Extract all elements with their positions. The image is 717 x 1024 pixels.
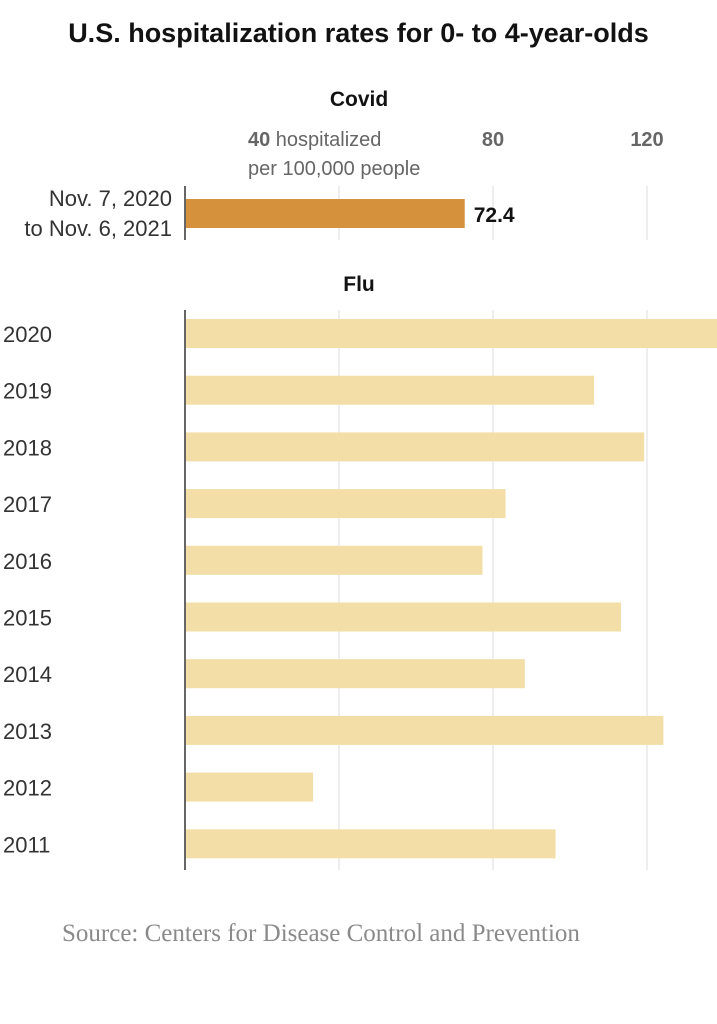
flu-bar: [186, 715, 664, 745]
flu-bar: [186, 432, 645, 462]
chart-canvas: Covid 40 hospitalized per 100,000 people 80…: [3, 88, 717, 870]
covid-category-label: to Nov. 6, 2021: [24, 216, 172, 241]
flu-category-label: 2018: [3, 435, 52, 460]
flu-category-label: 2012: [3, 776, 52, 801]
source-text: Source: Centers for Disease Control and …: [62, 920, 580, 947]
x-tick-label: 120: [630, 129, 663, 151]
x-tick-label: 80: [482, 129, 504, 151]
gridlines: [338, 186, 648, 870]
x-tick-unit: hospitalized: [270, 129, 381, 151]
covid-bar-data-label: 72.4: [474, 204, 515, 227]
flu-category-label: 2020: [3, 322, 52, 347]
covid-panel-title: Covid: [330, 88, 388, 111]
flu-category-label: 2017: [3, 492, 52, 517]
flu-bar: [186, 659, 525, 689]
flu-bar: [186, 489, 506, 519]
flu-bar: [186, 319, 717, 348]
flu-category-label: 2011: [3, 832, 50, 857]
flu-bar: [186, 375, 595, 405]
covid-bar: [186, 199, 465, 228]
covid-category-label: Nov. 7, 2020: [49, 186, 172, 211]
flu-category-label: 2013: [3, 719, 52, 744]
covid-chart: Covid 40 hospitalized per 100,000 people 80…: [24, 88, 663, 241]
source-note: Source: Centers for Disease Control and …: [46, 914, 606, 954]
flu-bar: [186, 545, 483, 575]
flu-category-label: 2014: [3, 662, 52, 687]
flu-category-label: 2016: [3, 549, 52, 574]
flu-bar: [186, 602, 622, 632]
x-tick-unit-line2: per 100,000 people: [248, 158, 420, 180]
chart-title: U.S. hospitalization rates for 0- to 4-y…: [68, 18, 649, 48]
flu-category-label: 2015: [3, 606, 52, 631]
flu-bar: [186, 829, 556, 859]
flu-bar: [186, 772, 314, 802]
flu-category-label: 2019: [3, 379, 52, 404]
x-tick-label: 40 hospitalized: [248, 129, 381, 151]
flu-chart: Flu 2020 2019 2018 2017 2016 2015 2014 2013 2012 2…: [3, 273, 717, 870]
flu-panel-title: Flu: [343, 273, 375, 296]
x-tick-value: 40: [248, 129, 270, 151]
